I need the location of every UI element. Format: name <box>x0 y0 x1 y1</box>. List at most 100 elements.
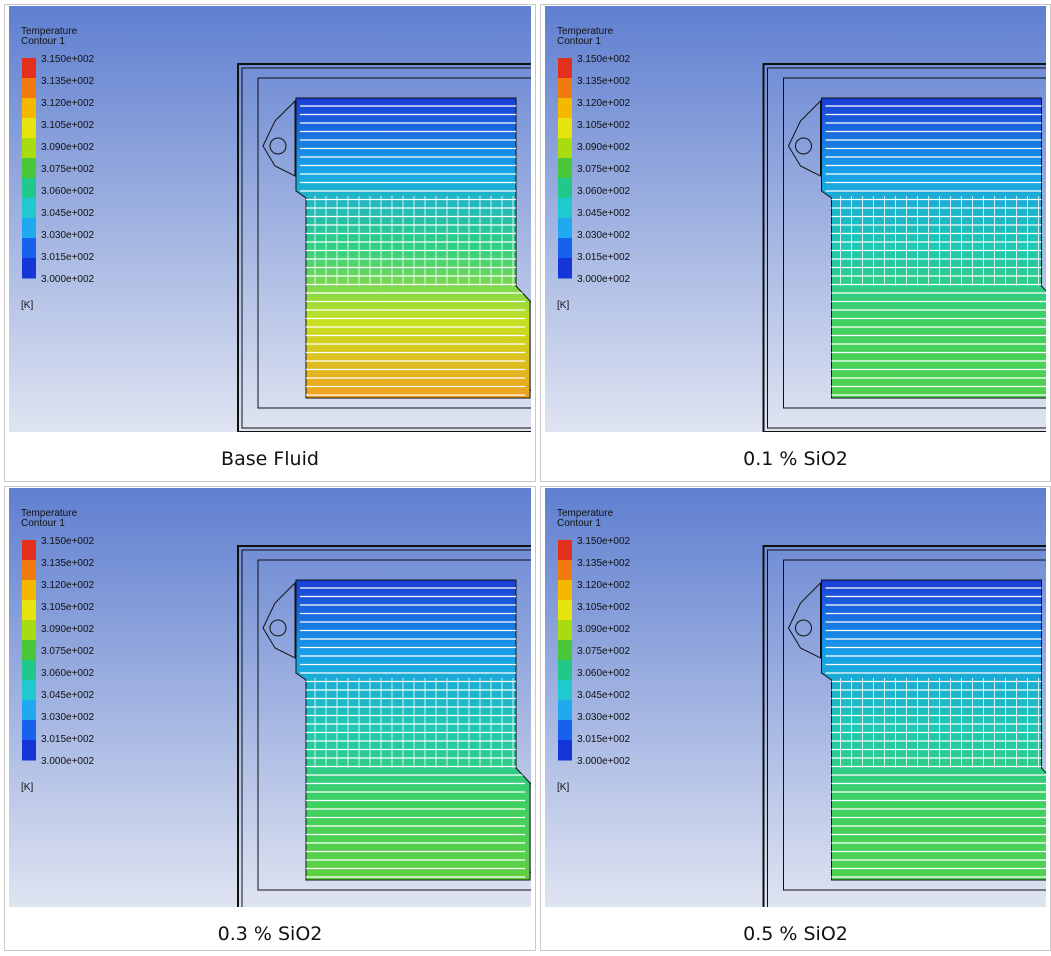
legend-label: 3.030e+002 <box>577 712 631 723</box>
legend-label: 3.105e+002 <box>41 120 95 131</box>
colorbar-block <box>22 640 36 661</box>
colorbar-block <box>558 138 572 159</box>
legend-subtitle: Contour 1 <box>557 518 601 529</box>
legend-label: 3.060e+002 <box>41 186 95 197</box>
legend-label: 3.015e+002 <box>577 252 631 263</box>
legend-label: 3.120e+002 <box>577 98 631 109</box>
legend-label: 3.090e+002 <box>41 142 95 153</box>
colorbar-block <box>22 258 36 279</box>
colorbar-block <box>22 198 36 219</box>
legend-unit: [K] <box>21 300 33 311</box>
legend-label: 3.150e+002 <box>41 536 95 547</box>
colorbar-block <box>22 580 36 601</box>
figure: TemperatureContour 13.150e+0023.135e+002… <box>0 0 1051 951</box>
colorbar-block <box>22 620 36 641</box>
colorbar-block <box>558 58 572 79</box>
colorbar-block <box>558 560 572 581</box>
colorbar-block <box>22 58 36 79</box>
colorbar-block <box>558 700 572 721</box>
colorbar-block <box>558 740 572 761</box>
legend-label: 3.135e+002 <box>577 76 631 87</box>
legend-label: 3.150e+002 <box>577 536 631 547</box>
colorbar-block <box>22 178 36 199</box>
colorbar-block <box>558 580 572 601</box>
caption: 0.3 % SiO2 <box>5 912 535 956</box>
colorbar-block <box>558 680 572 701</box>
legend-label: 3.150e+002 <box>577 54 631 65</box>
colorbar-block <box>22 660 36 681</box>
legend-subtitle: Contour 1 <box>21 36 65 47</box>
legend-label: 3.105e+002 <box>41 602 95 613</box>
colorbar-block <box>22 680 36 701</box>
legend-label: 3.075e+002 <box>577 164 631 175</box>
legend-label: 3.015e+002 <box>41 734 95 745</box>
legend-label: 3.030e+002 <box>41 712 95 723</box>
legend-label: 3.030e+002 <box>577 230 631 241</box>
colorbar-block <box>22 138 36 159</box>
legend-label: 3.075e+002 <box>41 646 95 657</box>
legend-label: 3.150e+002 <box>41 54 95 65</box>
legend-label: 3.000e+002 <box>41 756 95 767</box>
legend-subtitle: Contour 1 <box>557 36 601 47</box>
colorbar-block <box>22 158 36 179</box>
colorbar-block <box>22 98 36 119</box>
legend-label: 3.090e+002 <box>577 142 631 153</box>
colorbar-block <box>22 118 36 139</box>
legend-label: 3.120e+002 <box>577 580 631 591</box>
colorbar-block <box>22 720 36 741</box>
legend-label: 3.090e+002 <box>577 624 631 635</box>
legend-label: 3.045e+002 <box>41 208 95 219</box>
legend-label: 3.135e+002 <box>41 76 95 87</box>
legend-label: 3.120e+002 <box>41 98 95 109</box>
legend-label: 3.120e+002 <box>41 580 95 591</box>
legend-label: 3.030e+002 <box>41 230 95 241</box>
colorbar-block <box>558 660 572 681</box>
caption: 0.5 % SiO2 <box>541 912 1050 956</box>
colorbar-block <box>558 98 572 119</box>
colorbar-block <box>22 218 36 239</box>
caption: Base Fluid <box>5 437 535 481</box>
legend-label: 3.000e+002 <box>41 274 95 285</box>
legend-label: 3.135e+002 <box>577 558 631 569</box>
legend-label: 3.105e+002 <box>577 602 631 613</box>
colorbar-block <box>558 720 572 741</box>
legend-label: 3.015e+002 <box>41 252 95 263</box>
colorbar-block <box>558 540 572 561</box>
colorbar-block <box>558 178 572 199</box>
legend-label: 3.045e+002 <box>41 690 95 701</box>
legend-unit: [K] <box>557 300 569 311</box>
colorbar-block <box>558 158 572 179</box>
colorbar-block <box>22 78 36 99</box>
legend-unit: [K] <box>557 782 569 793</box>
colorbar-block <box>558 118 572 139</box>
colorbar-block <box>22 600 36 621</box>
colorbar-block <box>22 700 36 721</box>
legend-label: 3.060e+002 <box>577 668 631 679</box>
legend-label: 3.015e+002 <box>577 734 631 745</box>
legend-label: 3.105e+002 <box>577 120 631 131</box>
caption: 0.1 % SiO2 <box>541 437 1050 481</box>
legend-label: 3.075e+002 <box>41 164 95 175</box>
colorbar-block <box>22 238 36 259</box>
legend-label: 3.075e+002 <box>577 646 631 657</box>
legend-label: 3.060e+002 <box>41 668 95 679</box>
legend-label: 3.090e+002 <box>41 624 95 635</box>
colorbar-block <box>558 258 572 279</box>
legend-label: 3.060e+002 <box>577 186 631 197</box>
legend-label: 3.045e+002 <box>577 690 631 701</box>
contour-image: TemperatureContour 13.150e+0023.135e+002… <box>545 6 1046 432</box>
legend-label: 3.045e+002 <box>577 208 631 219</box>
legend-label: 3.000e+002 <box>577 274 631 285</box>
colorbar-block <box>558 600 572 621</box>
legend-label: 3.135e+002 <box>41 558 95 569</box>
colorbar-block <box>558 218 572 239</box>
legend-subtitle: Contour 1 <box>21 518 65 529</box>
colorbar-block <box>558 238 572 259</box>
